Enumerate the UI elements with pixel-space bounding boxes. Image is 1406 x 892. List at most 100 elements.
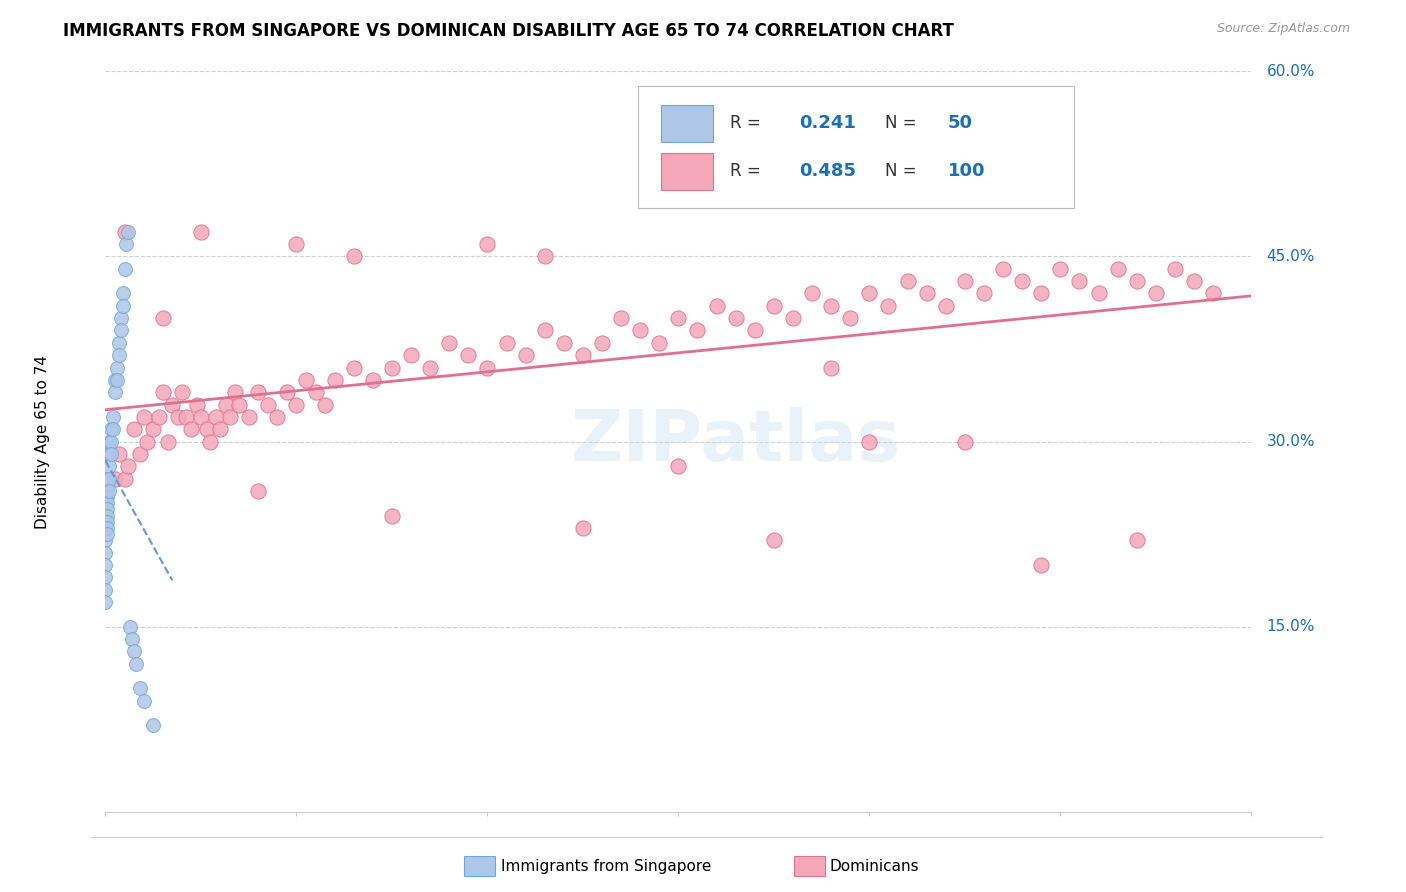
- Point: [110, 311, 132, 326]
- Point: [132, 409, 155, 424]
- Point: [572, 521, 595, 535]
- Point: [110, 324, 132, 338]
- Point: [96, 483, 118, 498]
- Point: [572, 348, 595, 362]
- Point: [314, 398, 336, 412]
- Point: [610, 311, 633, 326]
- Point: [94, 595, 117, 609]
- Point: [782, 311, 804, 326]
- Point: [152, 385, 174, 400]
- Point: [148, 409, 170, 424]
- Point: [96, 490, 118, 504]
- Point: [648, 335, 671, 350]
- Point: [122, 644, 145, 658]
- Point: [247, 483, 270, 498]
- Point: [935, 299, 957, 313]
- Point: [285, 398, 308, 412]
- Point: [285, 237, 308, 252]
- Point: [142, 422, 165, 436]
- Point: [111, 299, 134, 313]
- Point: [1107, 261, 1129, 276]
- Text: 100: 100: [948, 162, 986, 180]
- Point: [111, 286, 134, 301]
- Point: [724, 311, 747, 326]
- Text: 30.0%: 30.0%: [1267, 434, 1315, 449]
- Point: [1011, 274, 1033, 288]
- Point: [157, 434, 180, 449]
- Point: [762, 299, 785, 313]
- Point: [125, 657, 148, 671]
- Point: [205, 409, 228, 424]
- Point: [98, 471, 121, 485]
- Point: [991, 261, 1014, 276]
- Point: [186, 398, 208, 412]
- Point: [381, 360, 404, 375]
- Point: [101, 422, 124, 436]
- Point: [215, 398, 238, 412]
- Point: [170, 385, 193, 400]
- Point: [953, 434, 976, 449]
- Point: [132, 694, 155, 708]
- Point: [96, 471, 118, 485]
- Point: [1164, 261, 1187, 276]
- Point: [96, 521, 118, 535]
- Point: [105, 360, 128, 375]
- Point: [801, 286, 824, 301]
- Point: [256, 398, 278, 412]
- Point: [533, 324, 555, 338]
- FancyBboxPatch shape: [638, 87, 1074, 209]
- Point: [628, 324, 651, 338]
- Point: [142, 718, 165, 732]
- Point: [108, 348, 131, 362]
- Text: 50: 50: [948, 114, 973, 132]
- Point: [105, 373, 128, 387]
- Point: [98, 483, 121, 498]
- Point: [1125, 274, 1147, 288]
- Point: [515, 348, 537, 362]
- Point: [323, 373, 346, 387]
- Point: [218, 409, 240, 424]
- Point: [858, 286, 880, 301]
- Text: N =: N =: [884, 162, 921, 180]
- Text: 45.0%: 45.0%: [1267, 249, 1315, 264]
- Point: [399, 348, 422, 362]
- Point: [180, 422, 202, 436]
- Text: 60.0%: 60.0%: [1267, 64, 1315, 78]
- Point: [1031, 286, 1053, 301]
- Point: [1144, 286, 1167, 301]
- Text: R =: R =: [730, 162, 766, 180]
- Point: [174, 409, 197, 424]
- Point: [419, 360, 441, 375]
- Point: [361, 373, 384, 387]
- Point: [114, 471, 136, 485]
- Point: [477, 360, 499, 375]
- Point: [343, 249, 366, 264]
- Point: [744, 324, 766, 338]
- Point: [94, 533, 117, 548]
- Point: [96, 527, 118, 541]
- Point: [686, 324, 709, 338]
- Text: N =: N =: [884, 114, 921, 132]
- Point: [104, 385, 127, 400]
- Point: [167, 409, 190, 424]
- Point: [100, 447, 122, 461]
- Point: [1125, 533, 1147, 548]
- Point: [94, 570, 117, 584]
- Point: [706, 299, 728, 313]
- Point: [128, 447, 150, 461]
- Point: [94, 558, 117, 572]
- Point: [381, 508, 404, 523]
- Point: [762, 533, 785, 548]
- Point: [224, 385, 246, 400]
- Point: [96, 477, 118, 491]
- Point: [228, 398, 250, 412]
- Point: [1069, 274, 1091, 288]
- Point: [96, 496, 118, 510]
- Point: [94, 496, 117, 510]
- Point: [98, 459, 121, 474]
- Point: [190, 225, 212, 239]
- Point: [96, 508, 118, 523]
- Point: [101, 409, 124, 424]
- Bar: [661, 153, 713, 190]
- Text: Immigrants from Singapore: Immigrants from Singapore: [501, 859, 711, 873]
